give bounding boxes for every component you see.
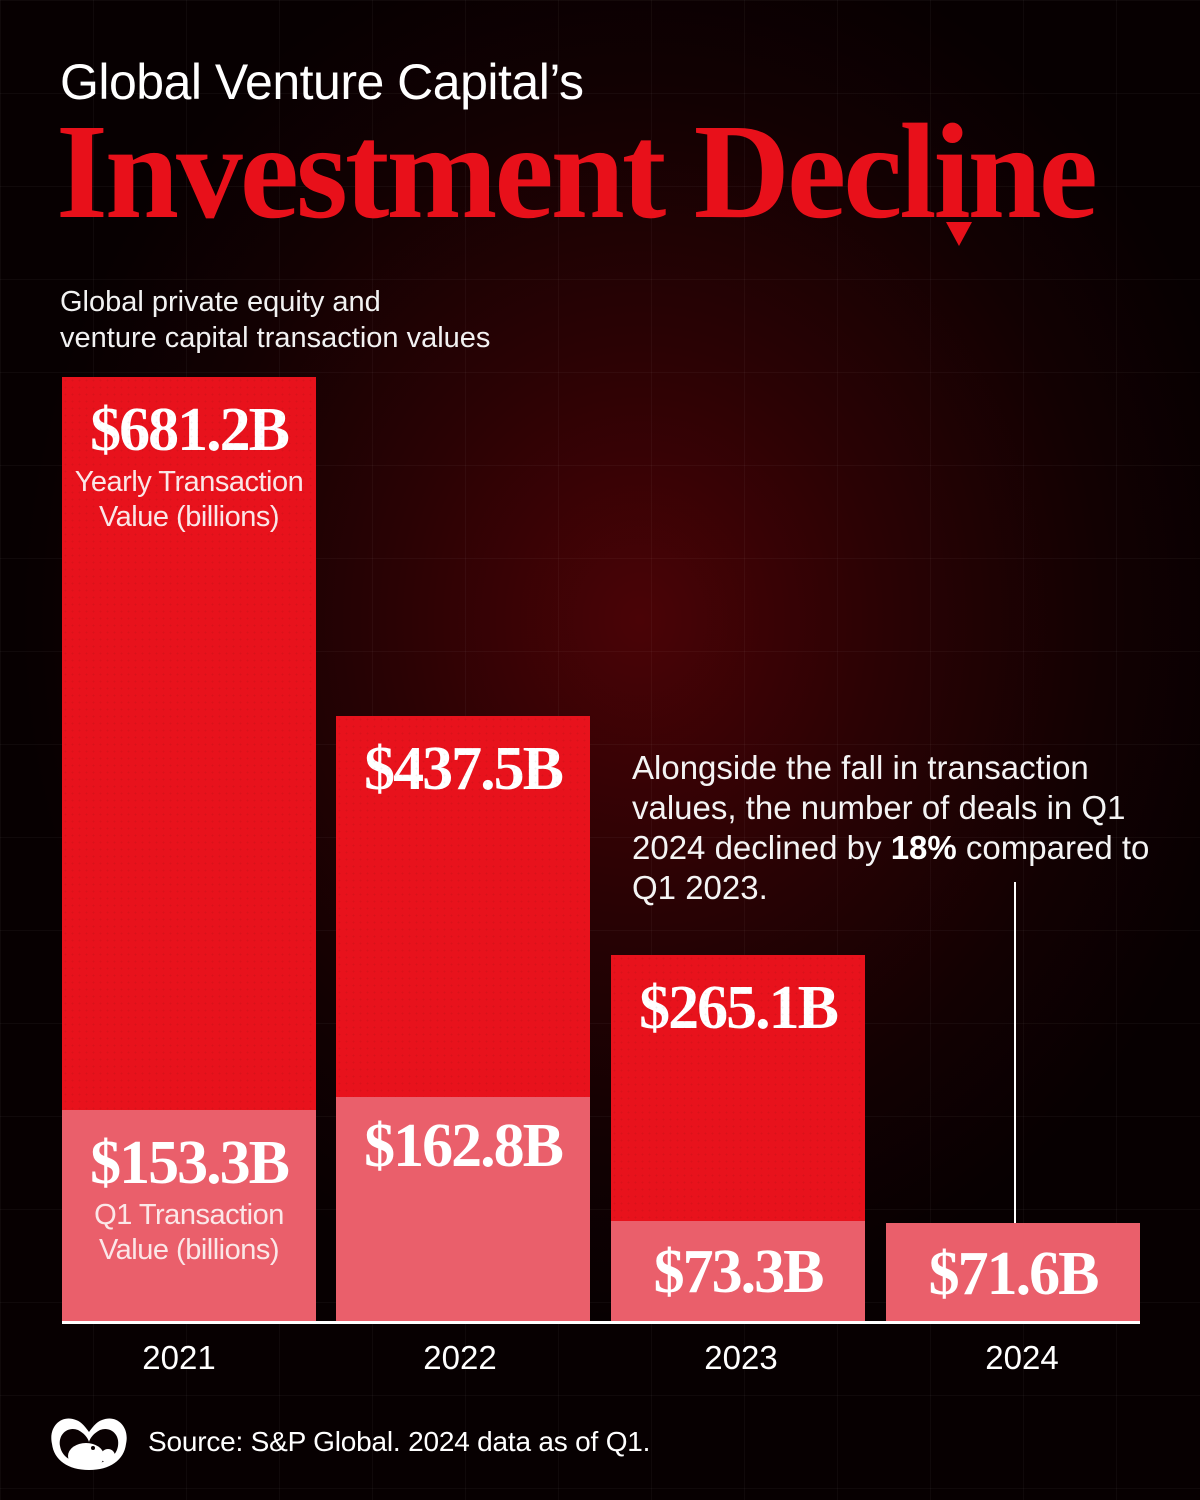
source-note: Source: S&P Global. 2024 data as of Q1. [148, 1426, 651, 1457]
x-axis-line [62, 1321, 1140, 1324]
bar-value-label: $162.8B [364, 1112, 564, 1180]
bar-2022-q1: $162.8B [336, 1097, 590, 1322]
bar-value-label: $73.3B [653, 1238, 825, 1306]
bar-value-label: $681.2B [90, 396, 290, 464]
x-tick-2021: 2021 [142, 1339, 216, 1376]
footer: Source: S&P Global. 2024 data as of Q1. [46, 1412, 650, 1472]
chart-kicker: Global Venture Capital’s [60, 54, 584, 110]
series-label-q1: Value (billions) [98, 1234, 280, 1266]
chart-subtitle: Global private equity and venture capita… [60, 286, 491, 354]
bar-value-label: $153.3B [90, 1129, 290, 1197]
annotation-callout: Alongside the fall in transaction values… [632, 749, 1150, 906]
bar-2023-q1: $73.3B [611, 1221, 865, 1322]
annotation-leader-line [1014, 882, 1016, 1223]
bar-value-label: $71.6B [928, 1240, 1100, 1308]
chart-title: Investment Decline [56, 97, 1098, 247]
bar-value-label: $265.1B [639, 974, 839, 1042]
series-label-yearly: Value (billions) [98, 501, 280, 533]
bar-2021-q1: $153.3B Q1 Transaction Value (billions) [62, 1110, 316, 1322]
x-tick-2024: 2024 [985, 1339, 1059, 1376]
series-label-yearly: Yearly Transaction [74, 466, 304, 498]
x-tick-2023: 2023 [704, 1339, 778, 1376]
series-label-q1: Q1 Transaction [94, 1199, 284, 1231]
highlight-percentage: 18% [890, 829, 957, 866]
down-arrow-icon [946, 222, 972, 246]
visual-capitalist-logo-icon [51, 1418, 127, 1470]
bar-2024-q1: $71.6B [886, 1223, 1140, 1322]
x-tick-2022: 2022 [423, 1339, 497, 1376]
bar-value-label: $437.5B [364, 735, 564, 803]
